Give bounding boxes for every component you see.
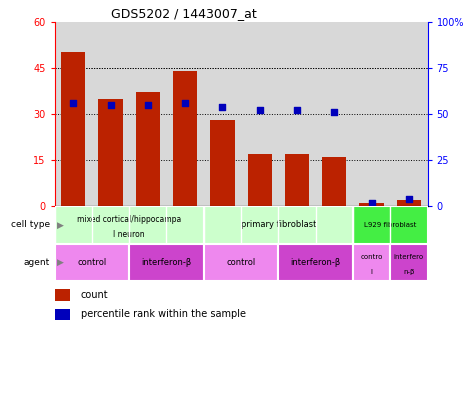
Bar xyxy=(315,22,353,206)
Bar xyxy=(55,309,69,320)
Point xyxy=(331,109,338,115)
Point xyxy=(368,200,375,206)
Text: n-β: n-β xyxy=(403,269,415,275)
Point xyxy=(293,107,301,114)
Text: primary fibroblast: primary fibroblast xyxy=(241,220,316,230)
Bar xyxy=(353,244,390,281)
Bar xyxy=(353,22,390,206)
Bar xyxy=(390,22,428,206)
Text: count: count xyxy=(81,290,108,300)
Bar xyxy=(55,244,129,281)
Bar xyxy=(204,22,241,206)
Bar xyxy=(136,92,160,206)
Text: L929 fibroblast: L929 fibroblast xyxy=(364,222,417,228)
Bar xyxy=(210,120,235,206)
Bar xyxy=(278,22,316,206)
Text: interfero: interfero xyxy=(394,254,424,260)
Point xyxy=(256,107,264,114)
Bar xyxy=(247,154,272,206)
Bar xyxy=(167,22,204,206)
Bar xyxy=(322,157,346,206)
Bar xyxy=(204,244,278,281)
Text: interferon-β: interferon-β xyxy=(142,258,191,267)
Text: percentile rank within the sample: percentile rank within the sample xyxy=(81,309,246,320)
Bar xyxy=(129,22,166,206)
Text: contro: contro xyxy=(361,254,383,260)
Point xyxy=(218,103,226,110)
Bar xyxy=(55,22,92,206)
Bar xyxy=(55,206,204,244)
Text: l: l xyxy=(370,269,372,275)
Text: mixed cortical/hippocampa: mixed cortical/hippocampa xyxy=(77,215,181,224)
Bar xyxy=(129,244,204,281)
Text: ▶: ▶ xyxy=(57,258,64,267)
Point xyxy=(405,196,413,202)
Bar xyxy=(390,244,428,281)
Text: cell type: cell type xyxy=(11,220,50,230)
Bar xyxy=(92,22,129,206)
Text: l neuron: l neuron xyxy=(114,230,145,239)
Point xyxy=(69,100,77,106)
Bar xyxy=(278,244,353,281)
Text: ▶: ▶ xyxy=(57,220,64,230)
Bar xyxy=(98,99,123,206)
Bar xyxy=(55,289,69,301)
Point xyxy=(181,100,189,106)
Text: GDS5202 / 1443007_at: GDS5202 / 1443007_at xyxy=(111,7,256,20)
Text: agent: agent xyxy=(24,258,50,267)
Text: control: control xyxy=(227,258,256,267)
Point xyxy=(107,101,114,108)
Bar xyxy=(241,22,278,206)
Point xyxy=(144,101,152,108)
Bar xyxy=(173,71,197,206)
Text: control: control xyxy=(77,258,106,267)
Bar xyxy=(353,206,428,244)
Bar xyxy=(204,206,353,244)
Text: interferon-β: interferon-β xyxy=(291,258,341,267)
Bar xyxy=(285,154,309,206)
Bar xyxy=(360,203,384,206)
Bar xyxy=(397,200,421,206)
Bar xyxy=(61,52,86,206)
